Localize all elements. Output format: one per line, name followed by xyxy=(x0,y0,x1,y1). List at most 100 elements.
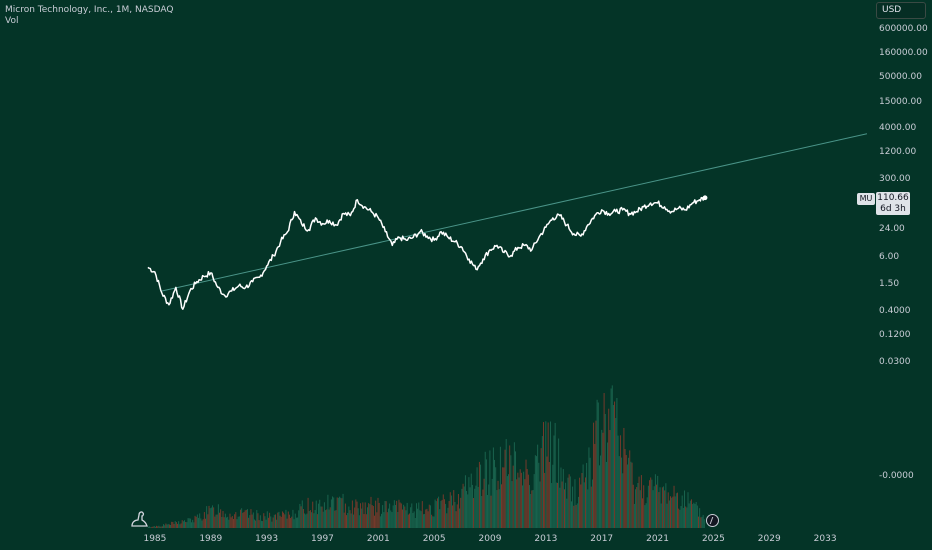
volume-bar xyxy=(553,435,555,528)
volume-bar xyxy=(487,494,489,528)
volume-bar xyxy=(365,514,367,528)
volume-bar xyxy=(611,385,613,528)
volume-bar xyxy=(506,476,508,528)
volume-bar xyxy=(314,510,316,528)
volume-bar xyxy=(388,508,389,528)
tradingview-logo-icon[interactable] xyxy=(130,510,150,528)
volume-bar xyxy=(695,502,697,528)
volume-bar xyxy=(409,513,410,528)
volume-bar xyxy=(475,485,477,528)
volume-bar xyxy=(540,448,542,528)
volume-bar xyxy=(226,517,227,528)
price-axis[interactable]: 600000.00 160000.00 50000.00 15000.00 4000.0… xyxy=(879,24,928,481)
volume-bar xyxy=(251,514,253,528)
volume-bar xyxy=(668,500,670,528)
volume-bar xyxy=(418,502,420,528)
volume-bar xyxy=(684,490,685,528)
trendline[interactable] xyxy=(161,133,868,292)
volume-bar xyxy=(404,506,406,528)
volume-bar xyxy=(334,510,336,528)
volume-bar xyxy=(297,517,299,528)
volume-bar xyxy=(558,438,560,528)
volume-bar xyxy=(188,518,190,528)
volume-bar xyxy=(522,485,523,528)
volume-bar xyxy=(391,512,393,528)
volume-bar xyxy=(433,516,435,528)
volume-bar xyxy=(534,455,536,528)
volume-bar xyxy=(509,445,511,528)
volume-bar xyxy=(511,481,513,528)
last-price-marker xyxy=(702,195,708,201)
time-axis[interactable]: 1985 1989 1993 1997 2001 2005 2009 2013 2017 2021… xyxy=(143,534,836,544)
volume-bar xyxy=(445,503,447,528)
volume-bar xyxy=(222,510,224,528)
volume-bar xyxy=(439,509,441,528)
volume-bar xyxy=(607,442,609,528)
x-tick-label: 2021 xyxy=(646,534,669,544)
volume-bar xyxy=(379,516,381,528)
volume-bar xyxy=(543,422,544,528)
flash-icon[interactable] xyxy=(706,514,719,527)
volume-bar xyxy=(516,479,518,528)
volume-bar xyxy=(638,476,640,528)
volume-bar xyxy=(147,526,149,528)
volume-bar xyxy=(201,520,203,528)
volume-bar xyxy=(526,469,528,528)
volume-bar xyxy=(174,521,176,528)
chart-legend: Micron Technology, Inc., 1M, NASDAQ Vol xyxy=(5,5,173,27)
volume-bar xyxy=(309,510,311,528)
volume-bar xyxy=(173,523,175,528)
volume-bar xyxy=(347,512,349,528)
volume-bar xyxy=(459,508,461,528)
volume-bar xyxy=(177,523,179,528)
volume-bar xyxy=(171,521,173,528)
volume-bar xyxy=(550,421,551,528)
volume-bar xyxy=(312,501,314,528)
volume-bar xyxy=(643,485,645,528)
volume-bar xyxy=(350,513,352,528)
volume-bar xyxy=(587,489,589,528)
volume-bar xyxy=(200,518,202,528)
volume-bar xyxy=(463,486,465,528)
volume-bar xyxy=(663,486,664,528)
volume-bar xyxy=(410,507,412,528)
volume-bar xyxy=(382,505,384,528)
volume-bar xyxy=(248,517,250,528)
volume-bar xyxy=(267,517,269,528)
volume-bar xyxy=(283,512,285,528)
volume-bar xyxy=(633,503,635,528)
volume-bar xyxy=(594,443,596,528)
volume-bar xyxy=(361,508,363,528)
volume-bar xyxy=(321,506,323,528)
volume-bar xyxy=(455,511,457,528)
volume-bar xyxy=(462,483,464,528)
volume-bar xyxy=(452,505,454,528)
volume-bar xyxy=(358,515,360,528)
volume-bar xyxy=(231,516,233,528)
volume-bar xyxy=(195,516,197,528)
volume-bar xyxy=(572,486,574,528)
volume-bar xyxy=(237,516,239,528)
currency-button[interactable]: USD xyxy=(876,2,926,19)
y-tick-label: 4000.00 xyxy=(879,123,916,133)
volume-bar xyxy=(165,523,167,528)
volume-bar xyxy=(300,506,302,528)
volume-bar xyxy=(501,484,502,528)
volume-bar xyxy=(187,518,189,528)
volume-bar xyxy=(649,480,651,528)
volume-bar xyxy=(212,505,213,528)
volume-bar xyxy=(217,504,219,528)
volume-bar xyxy=(600,455,602,528)
volume-bar xyxy=(354,507,356,528)
volume-bar xyxy=(164,525,166,528)
volume-bar xyxy=(159,526,161,528)
volume-bar xyxy=(349,510,351,528)
volume-bar xyxy=(264,516,266,528)
volume-bar xyxy=(156,525,158,528)
volume-bar xyxy=(686,507,688,528)
volume-bar xyxy=(319,499,321,528)
volume-bar xyxy=(652,490,654,528)
volume-bar xyxy=(615,417,617,528)
volume-bar xyxy=(425,509,427,528)
